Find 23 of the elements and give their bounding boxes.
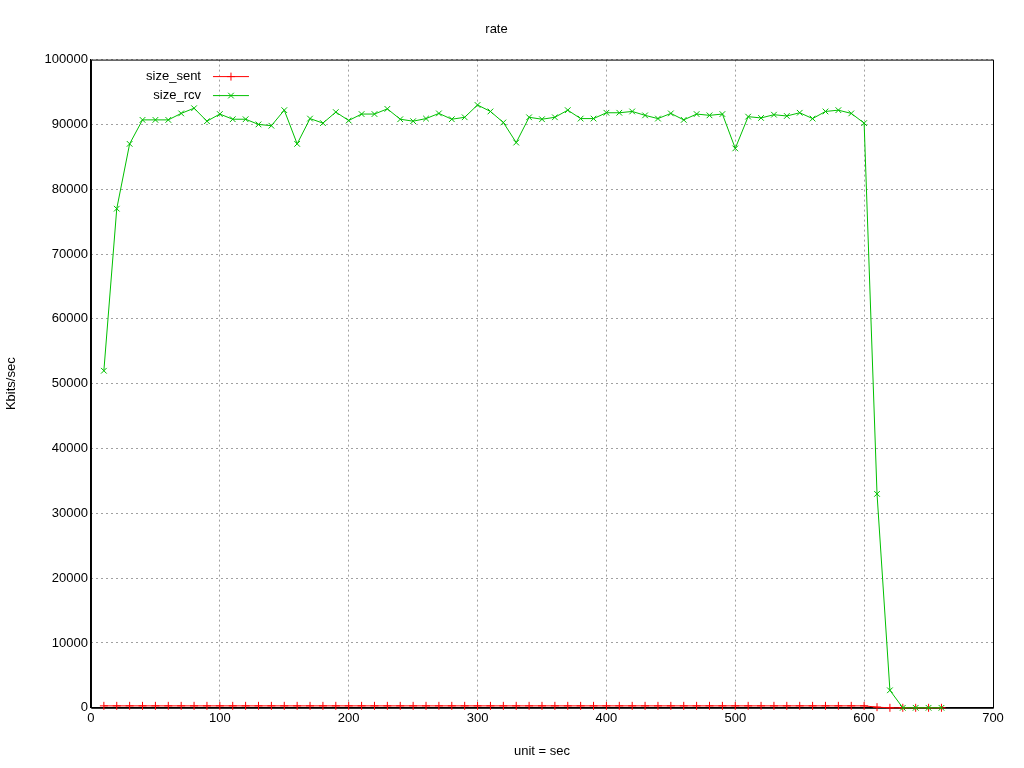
x-tick-label: 300 [466,710,489,726]
y-tick-label: 10000 [51,634,88,650]
y-tick-label: 30000 [51,504,88,520]
x-tick-label: 600 [853,710,875,726]
legend-label: size_rcv [153,87,202,103]
y-tick-label: 0 [80,699,88,715]
x-tick-label: 400 [595,710,618,726]
y-tick-label: 60000 [51,310,88,326]
x-tick-label: 200 [337,710,360,726]
y-tick-label: 80000 [51,180,88,196]
chart-title: rate [485,21,508,37]
x-tick-label: 500 [724,710,747,726]
x-tick-label: 100 [208,710,231,726]
y-tick-label: 70000 [51,245,88,261]
y-tick-label: 50000 [51,375,88,391]
y-tick-label: 20000 [51,569,88,585]
y-tick-label: 90000 [51,116,88,131]
y-axis-title: Kbits/sec [3,356,19,411]
x-tick-label: 700 [982,710,1004,726]
legend-label: size_sent [146,68,202,84]
y-tick-label: 100000 [44,51,88,67]
x-axis-title: unit = sec [513,742,571,758]
y-tick-label: 40000 [51,440,88,456]
